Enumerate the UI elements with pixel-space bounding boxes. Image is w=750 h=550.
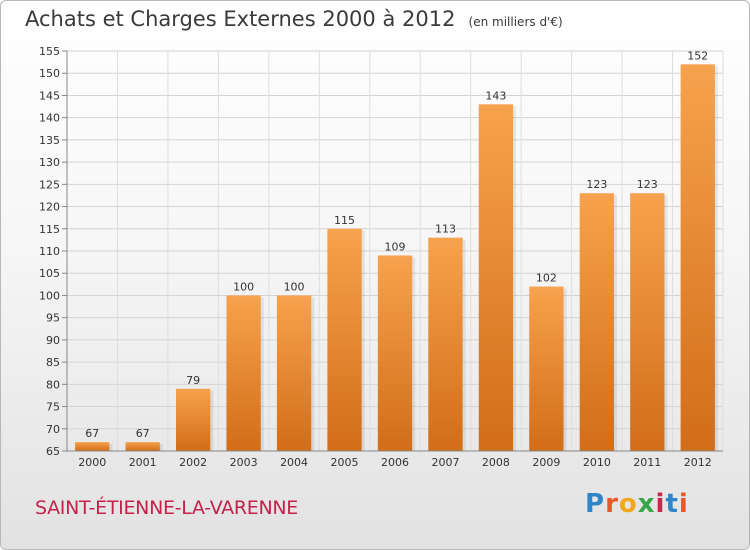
bar bbox=[327, 228, 362, 451]
bar-value-label: 100 bbox=[233, 280, 254, 293]
bar-value-label: 123 bbox=[637, 178, 658, 191]
bar-value-label: 123 bbox=[586, 178, 607, 191]
bar-value-label: 143 bbox=[485, 89, 506, 102]
y-tick-label: 155 bbox=[39, 45, 60, 58]
x-tick-label: 2001 bbox=[129, 456, 157, 469]
x-tick-label: 2007 bbox=[431, 456, 459, 469]
y-tick-label: 75 bbox=[46, 401, 60, 414]
chart-title-main: Achats et Charges Externes 2000 à 2012 bbox=[25, 7, 456, 31]
y-tick-label: 145 bbox=[39, 89, 60, 102]
y-tick-label: 85 bbox=[46, 356, 60, 369]
x-tick-label: 2002 bbox=[179, 456, 207, 469]
y-tick-label: 120 bbox=[39, 201, 60, 214]
bar bbox=[377, 255, 413, 451]
x-tick-label: 2008 bbox=[482, 456, 510, 469]
x-axis: 2000 2001 2002 2003 2004 2005 2006 2007 2008 2009… bbox=[67, 450, 723, 469]
y-tick-label: 65 bbox=[46, 445, 60, 458]
y-tick-label: 105 bbox=[39, 267, 60, 280]
y-tick-label: 80 bbox=[46, 378, 60, 391]
commune-name: SAINT-ÉTIENNE-LA-VARENNE bbox=[35, 497, 299, 519]
y-tick-label: 100 bbox=[39, 289, 60, 302]
bar-value-label: 79 bbox=[186, 374, 200, 387]
proxiti-logo: Proxiti bbox=[585, 489, 689, 519]
bar bbox=[478, 104, 514, 451]
bars bbox=[75, 64, 718, 452]
y-tick-label: 140 bbox=[39, 112, 60, 125]
logo-letter: r bbox=[605, 489, 619, 519]
bar-value-label: 115 bbox=[334, 214, 355, 227]
logo-letter: i bbox=[678, 489, 689, 519]
logo-letter: t bbox=[665, 489, 679, 519]
bar bbox=[75, 442, 110, 451]
bar bbox=[630, 193, 665, 451]
x-tick-label: 2006 bbox=[381, 456, 409, 469]
x-tick-label: 2009 bbox=[532, 456, 560, 469]
y-axis: 65 70 75 80 85 90 95 100 105 110 115 120 125 130 135 14… bbox=[39, 45, 68, 458]
x-tick-label: 2005 bbox=[331, 456, 359, 469]
y-tick-label: 70 bbox=[46, 423, 60, 436]
bar-value-label: 100 bbox=[284, 280, 305, 293]
logo-letter: P bbox=[585, 489, 606, 519]
y-tick-label: 130 bbox=[39, 156, 60, 169]
bar bbox=[579, 193, 615, 451]
x-tick-label: 2004 bbox=[280, 456, 308, 469]
bar bbox=[175, 388, 211, 451]
logo-letter: o bbox=[618, 489, 638, 519]
y-tick-label: 95 bbox=[46, 312, 60, 325]
chart-subtitle: (en milliers d'€) bbox=[468, 15, 563, 29]
bar-value-label: 113 bbox=[435, 223, 456, 236]
bar-value-label: 152 bbox=[687, 49, 708, 62]
logo-letter: i bbox=[655, 489, 666, 519]
bar bbox=[529, 286, 564, 451]
bar bbox=[125, 442, 160, 451]
x-tick-label: 2003 bbox=[230, 456, 258, 469]
bar-value-label: 67 bbox=[136, 427, 150, 440]
x-tick-label: 2010 bbox=[583, 456, 611, 469]
logo-letter: x bbox=[637, 489, 656, 519]
y-tick-label: 150 bbox=[39, 67, 60, 80]
chart-title: Achats et Charges Externes 2000 à 2012 (… bbox=[25, 7, 563, 31]
bar-value-label: 102 bbox=[536, 272, 557, 285]
bar bbox=[276, 295, 312, 451]
bar bbox=[226, 295, 261, 451]
data-labels: 67 67 79 100 100 115 109 113 143 102 123 123 152 bbox=[85, 49, 708, 440]
y-tick-label: 125 bbox=[39, 178, 60, 191]
x-tick-label: 2011 bbox=[633, 456, 661, 469]
y-tick-label: 110 bbox=[39, 245, 60, 258]
bar-value-label: 67 bbox=[85, 427, 99, 440]
bar-value-label: 109 bbox=[385, 240, 406, 253]
y-tick-label: 115 bbox=[39, 223, 60, 236]
x-tick-label: 2012 bbox=[684, 456, 712, 469]
bar bbox=[428, 237, 463, 451]
y-tick-label: 135 bbox=[39, 134, 60, 147]
bar bbox=[680, 64, 715, 452]
y-tick-label: 90 bbox=[46, 334, 60, 347]
x-tick-label: 2000 bbox=[78, 456, 106, 469]
